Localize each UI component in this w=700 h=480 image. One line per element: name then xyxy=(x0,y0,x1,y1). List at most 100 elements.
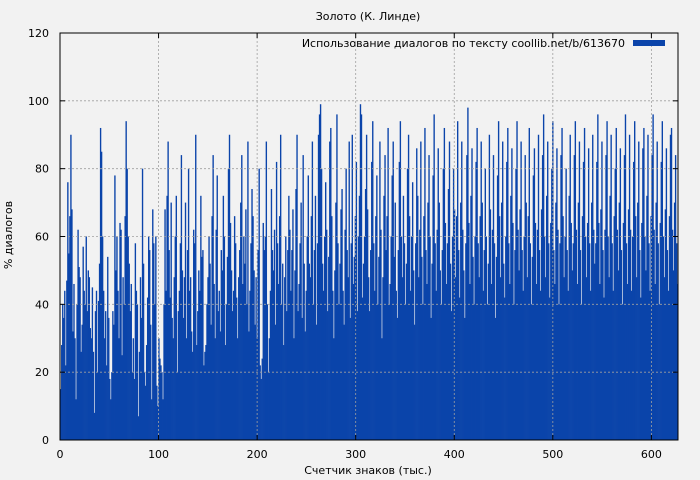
x-tick-label: 500 xyxy=(542,448,563,461)
y-tick-label: 100 xyxy=(28,95,49,108)
bar xyxy=(569,134,571,440)
bar xyxy=(587,148,590,441)
bar xyxy=(293,338,295,440)
bar xyxy=(246,304,248,440)
bar xyxy=(157,406,159,440)
bar xyxy=(375,216,377,440)
bar xyxy=(471,148,473,441)
bar xyxy=(455,216,458,440)
bar xyxy=(196,345,198,440)
bar xyxy=(167,141,169,441)
bar xyxy=(594,263,596,440)
bar xyxy=(557,229,559,440)
bar xyxy=(475,161,477,440)
bar xyxy=(654,283,656,440)
bar xyxy=(431,263,433,440)
bar xyxy=(647,134,649,440)
bar xyxy=(655,202,657,440)
bar xyxy=(461,141,463,441)
bar xyxy=(586,222,589,440)
bar xyxy=(69,216,71,440)
bar xyxy=(403,243,406,440)
bar xyxy=(374,290,376,440)
bar xyxy=(144,385,147,440)
bar xyxy=(601,141,603,441)
bar xyxy=(607,236,609,440)
bar xyxy=(225,304,228,440)
bar xyxy=(343,324,345,440)
bar xyxy=(170,202,172,440)
bar xyxy=(98,263,101,440)
bar xyxy=(439,270,441,440)
bar xyxy=(318,114,321,441)
bar xyxy=(446,243,449,440)
bar xyxy=(623,155,626,440)
bar xyxy=(624,114,627,441)
bar xyxy=(106,365,108,440)
bar xyxy=(556,148,558,441)
bar xyxy=(577,202,580,440)
bar xyxy=(322,290,325,440)
bar xyxy=(402,195,405,440)
bar xyxy=(498,216,501,440)
bar xyxy=(194,243,196,440)
bar xyxy=(184,202,187,440)
bar xyxy=(138,351,141,440)
bar xyxy=(361,297,364,440)
bar xyxy=(221,270,224,440)
bar xyxy=(433,114,435,441)
bar xyxy=(66,280,68,440)
bar xyxy=(610,134,612,440)
bar xyxy=(548,243,550,440)
bar xyxy=(421,256,423,440)
bar xyxy=(298,283,300,440)
bar xyxy=(185,338,188,440)
bar xyxy=(189,277,192,440)
bar xyxy=(642,148,644,441)
bar xyxy=(458,250,460,440)
bar xyxy=(70,134,72,440)
bar xyxy=(162,399,164,440)
bar xyxy=(95,290,98,440)
bar xyxy=(231,311,234,440)
bar xyxy=(621,304,624,440)
bar xyxy=(535,283,538,440)
bar xyxy=(257,250,259,440)
bar xyxy=(75,399,77,440)
bar xyxy=(214,338,216,440)
bar xyxy=(233,216,236,440)
bar xyxy=(263,250,265,440)
bar xyxy=(64,290,66,440)
bar xyxy=(207,277,209,440)
bar xyxy=(537,134,540,440)
bar xyxy=(625,243,628,440)
bar xyxy=(479,216,481,440)
bar xyxy=(389,283,391,440)
bar xyxy=(159,358,161,440)
bar xyxy=(247,141,249,441)
bar xyxy=(242,283,244,440)
bar xyxy=(652,114,654,441)
bar xyxy=(629,229,632,440)
bar xyxy=(636,277,638,440)
bar xyxy=(201,256,203,440)
bar xyxy=(367,277,370,440)
bar xyxy=(426,283,428,440)
bar xyxy=(451,236,454,440)
bar xyxy=(124,216,126,440)
bar xyxy=(582,161,585,440)
bar xyxy=(258,168,260,440)
bar xyxy=(570,222,572,440)
bar xyxy=(411,182,414,440)
bar xyxy=(414,324,416,440)
bar xyxy=(394,202,396,440)
bar xyxy=(639,250,641,440)
bar xyxy=(473,304,475,440)
bar xyxy=(391,175,393,440)
bar xyxy=(583,127,586,440)
bar xyxy=(418,277,420,440)
bar xyxy=(357,236,360,440)
bar xyxy=(334,270,336,440)
bar xyxy=(284,277,286,440)
bar xyxy=(213,283,215,440)
